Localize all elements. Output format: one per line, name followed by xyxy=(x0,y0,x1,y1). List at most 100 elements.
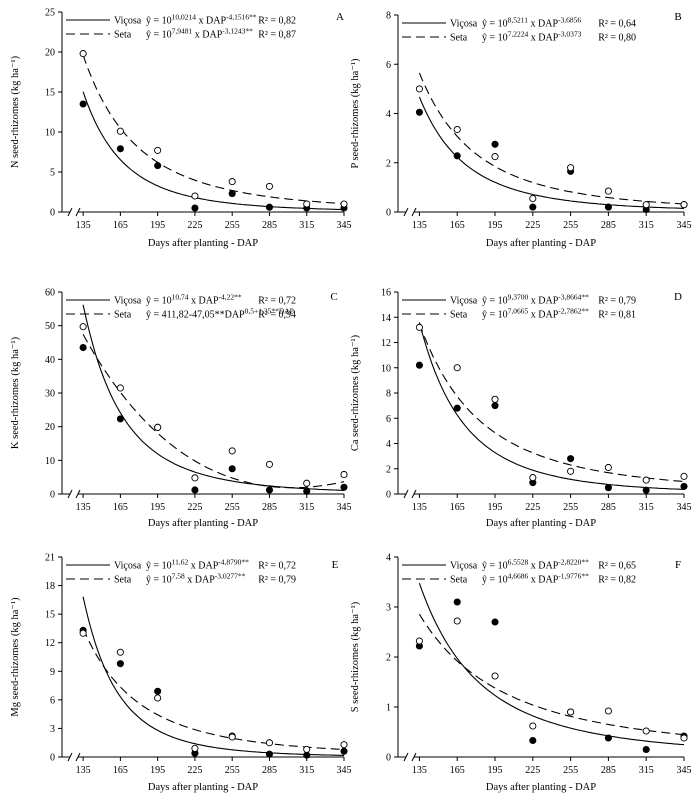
legend-series-name: Seta xyxy=(450,310,468,321)
data-point-seta xyxy=(79,50,87,58)
y-tick-label: 6 xyxy=(386,60,391,71)
data-point-seta xyxy=(303,200,311,208)
y-tick-label: 20 xyxy=(45,422,55,433)
y-tick-label: 50 xyxy=(45,321,55,332)
legend-r2: R² = 0,87 xyxy=(258,30,296,41)
legend-r2: R² = 0,80 xyxy=(598,33,636,44)
data-point-vicosa xyxy=(415,108,423,116)
data-point-vicosa xyxy=(415,361,423,369)
y-tick-label: 1 xyxy=(386,703,391,714)
y-tick-label: 4 xyxy=(386,109,391,120)
data-point-vicosa xyxy=(79,100,87,108)
data-point-seta xyxy=(228,447,236,455)
x-tick-label: 345 xyxy=(677,765,692,776)
data-point-seta xyxy=(265,460,274,468)
y-tick-label: 0 xyxy=(50,753,55,764)
data-point-vicosa xyxy=(491,618,499,626)
y-tick-label: 30 xyxy=(45,389,55,400)
data-point-seta xyxy=(154,694,162,702)
panel-letter: D xyxy=(674,291,682,303)
x-axis-label: Days after planting - DAP xyxy=(148,782,258,793)
data-point-seta xyxy=(154,423,162,431)
panel-d: 0 2 4 6 8 10 12 14 16 135 165 195 225 255 285 315 345 Day… xyxy=(350,288,692,530)
legend-r2: R² = 0,72 xyxy=(258,296,296,307)
y-tick-label: 5 xyxy=(50,168,55,179)
data-point-vicosa xyxy=(642,745,650,754)
fit-curve-seta xyxy=(82,628,345,751)
panel-e: 0 3 6 9 12 15 18 21 135 165 195 225 255 285 315 345 Days… xyxy=(10,553,352,794)
legend-equation: ŷ = 107,9481 x DAP-3,1243** xyxy=(146,26,253,41)
y-tick-label: 8 xyxy=(386,389,391,400)
legend-equation: ŷ = 1011,62 x DAP-4,8790** xyxy=(146,557,249,572)
x-tick-label: 345 xyxy=(337,220,352,231)
data-point-seta xyxy=(529,722,537,730)
x-tick-label: 225 xyxy=(525,502,540,513)
panel-b: 0 2 4 6 8 135 165 195 225 255 285 315 345 Days after … xyxy=(350,11,692,250)
fit-curve-vicosa xyxy=(82,91,345,211)
legend-r2: R² = 0,94 xyxy=(258,310,296,321)
data-point-seta xyxy=(604,463,612,472)
fit-curve-vicosa xyxy=(418,583,685,746)
x-tick-label: 135 xyxy=(412,220,427,231)
x-tick-label: 345 xyxy=(677,220,692,231)
y-tick-label: 0 xyxy=(386,490,391,501)
fit-curve-vicosa xyxy=(418,322,685,490)
x-tick-label: 165 xyxy=(450,765,465,776)
data-point-seta xyxy=(116,127,124,135)
data-point-vicosa xyxy=(303,487,311,495)
y-tick-label: 3 xyxy=(50,724,55,735)
data-point-vicosa xyxy=(265,750,274,758)
y-axis-label: Ca seed-rhizomes (kg ha⁻¹) xyxy=(350,334,361,451)
legend-equation: ŷ = 104,6686 x DAP-1,9776** xyxy=(482,571,589,586)
y-tick-label: 10 xyxy=(381,363,391,374)
x-tick-label: 195 xyxy=(488,502,503,513)
x-tick-label: 165 xyxy=(450,502,465,513)
x-tick-label: 135 xyxy=(412,765,427,776)
data-point-seta xyxy=(228,178,236,186)
y-tick-label: 16 xyxy=(381,288,391,299)
legend-series-name: Viçosa xyxy=(450,561,478,572)
fit-curve-seta xyxy=(418,72,685,205)
panel-c: 0 10 20 30 40 50 60 135 165 195 225 255 285 315 345 Day… xyxy=(10,288,352,530)
fit-curve-seta xyxy=(82,334,345,489)
y-axis-line xyxy=(61,12,70,213)
y-axis-line xyxy=(397,15,406,213)
y-tick-label: 0 xyxy=(386,753,391,764)
y-tick-label: 6 xyxy=(50,695,55,706)
x-tick-label: 315 xyxy=(299,502,314,513)
axis-break-mark xyxy=(67,489,81,499)
legend-series-name: Seta xyxy=(450,575,468,586)
data-point-seta xyxy=(604,187,612,195)
y-axis-line xyxy=(397,292,406,495)
x-tick-label: 285 xyxy=(601,220,616,231)
legend-series-name: Seta xyxy=(450,33,468,44)
data-point-vicosa xyxy=(642,486,650,494)
x-tick-label: 315 xyxy=(299,765,314,776)
y-tick-label: 2 xyxy=(386,464,391,475)
data-point-vicosa xyxy=(453,598,461,606)
data-point-seta xyxy=(265,739,274,747)
data-point-seta xyxy=(491,395,499,403)
y-tick-label: 10 xyxy=(45,128,55,139)
y-axis-label: S seed-rhizomes (kg ha⁻¹) xyxy=(350,601,361,712)
data-point-vicosa xyxy=(265,486,274,494)
legend-equation: ŷ = 107,58 x DAP-3,0277** xyxy=(146,571,246,586)
data-point-seta xyxy=(228,733,236,741)
axis-break-mark xyxy=(403,207,417,217)
y-tick-label: 12 xyxy=(45,638,55,649)
y-tick-label: 9 xyxy=(50,667,55,678)
y-tick-label: 18 xyxy=(45,581,55,592)
data-point-seta xyxy=(642,201,650,209)
x-axis-label: Days after planting - DAP xyxy=(486,782,596,793)
x-tick-label: 195 xyxy=(150,220,165,231)
axis-break-mark xyxy=(67,207,81,217)
x-axis-label: Days after planting - DAP xyxy=(486,238,596,249)
data-point-vicosa xyxy=(491,140,499,148)
y-tick-label: 15 xyxy=(45,88,55,99)
x-tick-label: 345 xyxy=(337,502,352,513)
legend-series-name: Seta xyxy=(114,575,132,586)
y-tick-label: 3 xyxy=(386,603,391,614)
legend-r2: R² = 0,64 xyxy=(598,19,636,30)
data-point-seta xyxy=(642,476,650,484)
x-tick-label: 165 xyxy=(113,502,128,513)
